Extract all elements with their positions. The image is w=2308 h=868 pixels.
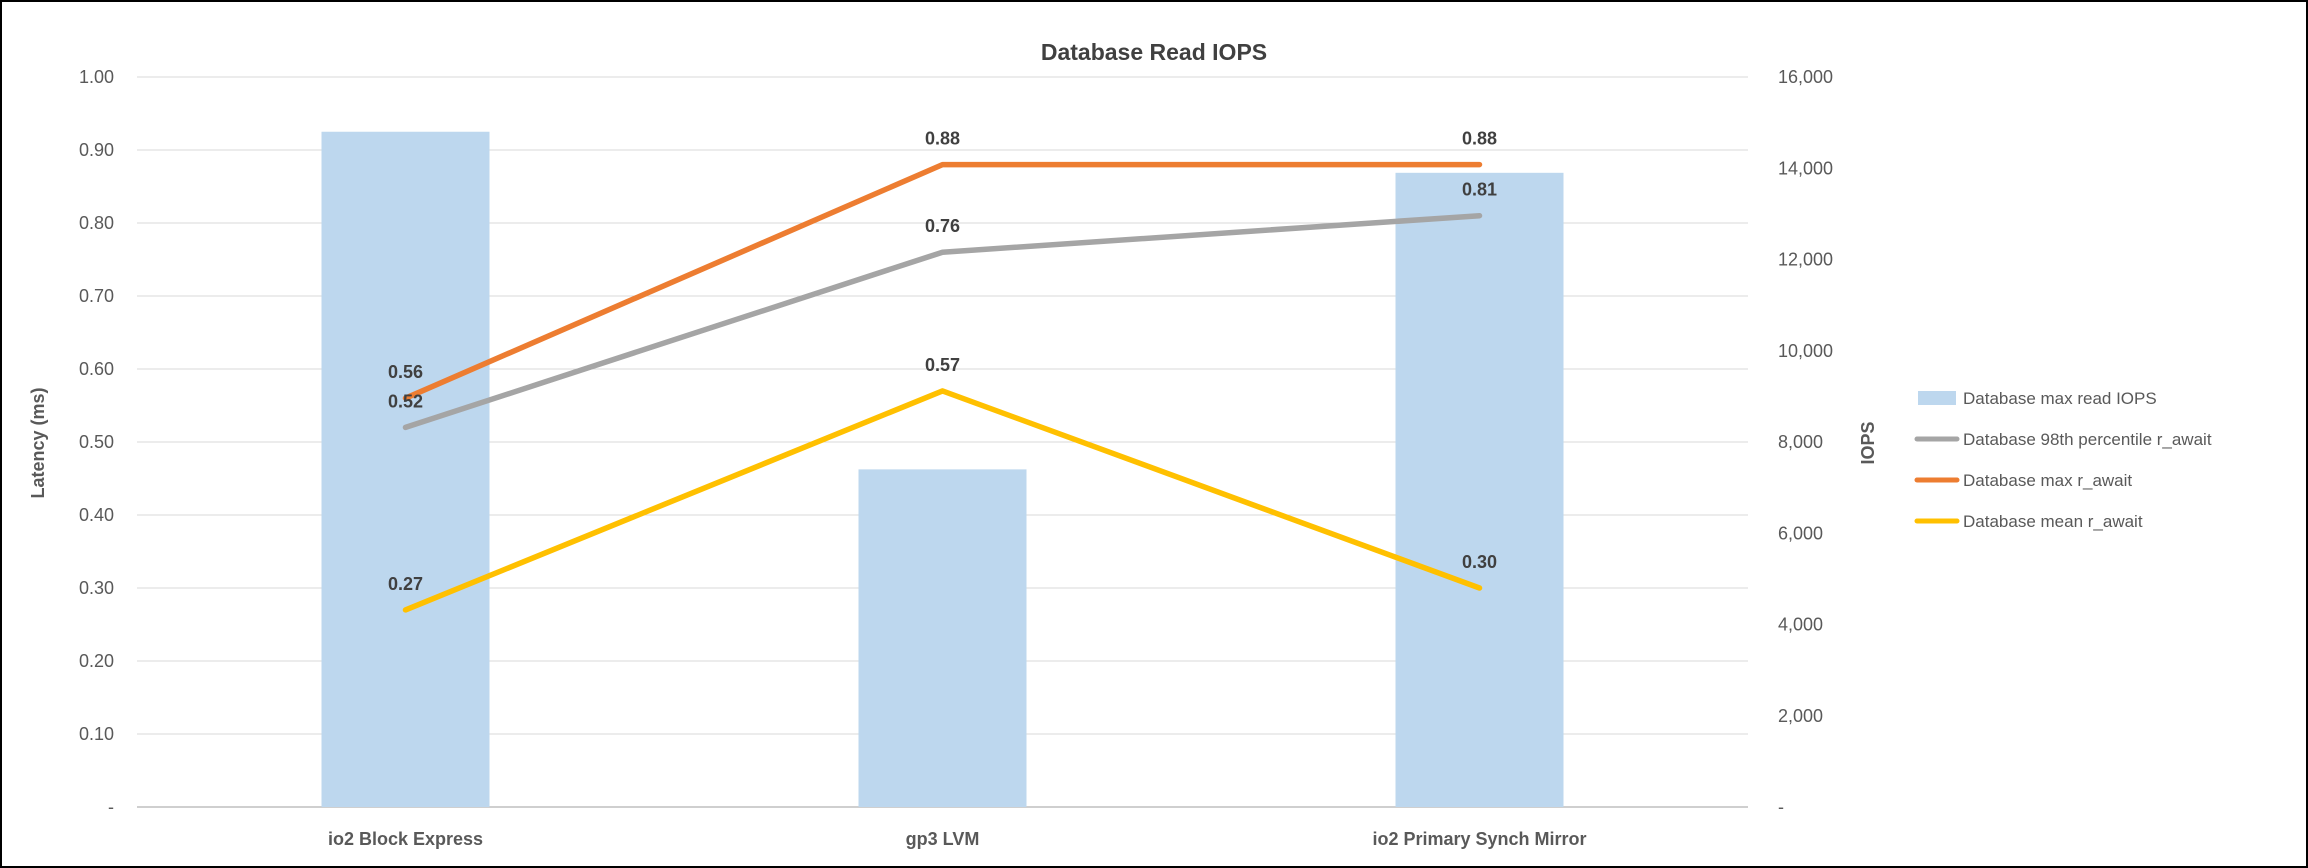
- data-label: 0.57: [925, 355, 960, 375]
- category-label: io2 Block Express: [328, 829, 483, 849]
- data-label: 0.76: [925, 216, 960, 236]
- category-label: gp3 LVM: [906, 829, 980, 849]
- line-database-max-r_await: [402, 161, 1483, 401]
- data-label: 0.27: [388, 574, 423, 594]
- right-axis-tick-label: 16,000: [1778, 67, 1833, 87]
- data-label: 0.30: [1462, 552, 1497, 572]
- legend-label: Database max read IOPS: [1963, 389, 2157, 408]
- left-axis-tick-label: 0.40: [79, 505, 114, 525]
- left-axis-title: Latency (ms): [28, 387, 48, 498]
- left-axis-tick-label: -: [108, 797, 114, 817]
- right-axis-tick-label: 6,000: [1778, 523, 1823, 543]
- right-axis-tick-label: 8,000: [1778, 432, 1823, 452]
- right-axis-tick-label: 2,000: [1778, 706, 1823, 726]
- line-database-mean-r_await: [402, 388, 1483, 613]
- bar-io2-primary-synch-mirror: [1395, 172, 1564, 807]
- left-axis-ticks: 1.00 0.90 0.80 0.70 0.60 0.50 0.40 0.30 0.20 0.10…: [79, 67, 114, 817]
- legend-label: Database mean r_await: [1963, 512, 2143, 531]
- bar-io2-block-express: [321, 131, 490, 807]
- data-label: 0.88: [925, 129, 960, 149]
- left-axis-tick-label: 0.30: [79, 578, 114, 598]
- right-axis-tick-label: 14,000: [1778, 158, 1833, 178]
- legend: Database max read IOPS Database 98th perc…: [1914, 389, 2212, 531]
- left-axis-tick-label: 1.00: [79, 67, 114, 87]
- left-axis-tick-label: 0.90: [79, 140, 114, 160]
- right-axis-tick-label: 4,000: [1778, 615, 1823, 635]
- data-label: 0.88: [1462, 129, 1497, 149]
- legend-label: Database 98th percentile r_await: [1963, 430, 2212, 449]
- category-label: io2 Primary Synch Mirror: [1372, 829, 1586, 849]
- bar-gp3-lvm: [858, 469, 1027, 807]
- left-axis-tick-label: 0.70: [79, 286, 114, 306]
- left-axis-tick-label: 0.60: [79, 359, 114, 379]
- right-axis-tick-label: 10,000: [1778, 341, 1833, 361]
- line-database-98th-percentile-r_await: [402, 212, 1483, 431]
- left-axis-tick-label: 0.20: [79, 651, 114, 671]
- data-labels: 0.52 0.76 0.81 0.56 0.88 0.88 0.27 0.57 0.30: [388, 129, 1497, 594]
- right-axis-tick-label: -: [1778, 797, 1784, 817]
- right-axis-ticks: 16,000 14,000 12,000 10,000 8,000 6,000 4,000 2…: [1778, 67, 1833, 817]
- left-axis-tick-label: 0.50: [79, 432, 114, 452]
- legend-label: Database max r_await: [1963, 471, 2132, 490]
- left-axis-tick-label: 0.80: [79, 213, 114, 233]
- line-series: [402, 161, 1483, 613]
- data-label: 0.56: [388, 362, 423, 382]
- chart-title: Database Read IOPS: [1041, 39, 1267, 65]
- data-label: 0.52: [388, 391, 423, 411]
- bar-series: [321, 131, 1564, 807]
- left-axis-tick-label: 0.10: [79, 724, 114, 744]
- right-axis-title: IOPS: [1858, 421, 1878, 464]
- right-axis-tick-label: 12,000: [1778, 250, 1833, 270]
- category-axis-labels: io2 Block Express gp3 LVM io2 Primary Sync…: [328, 829, 1587, 849]
- data-label: 0.81: [1462, 180, 1497, 200]
- legend-swatch-bar-icon: [1918, 391, 1956, 405]
